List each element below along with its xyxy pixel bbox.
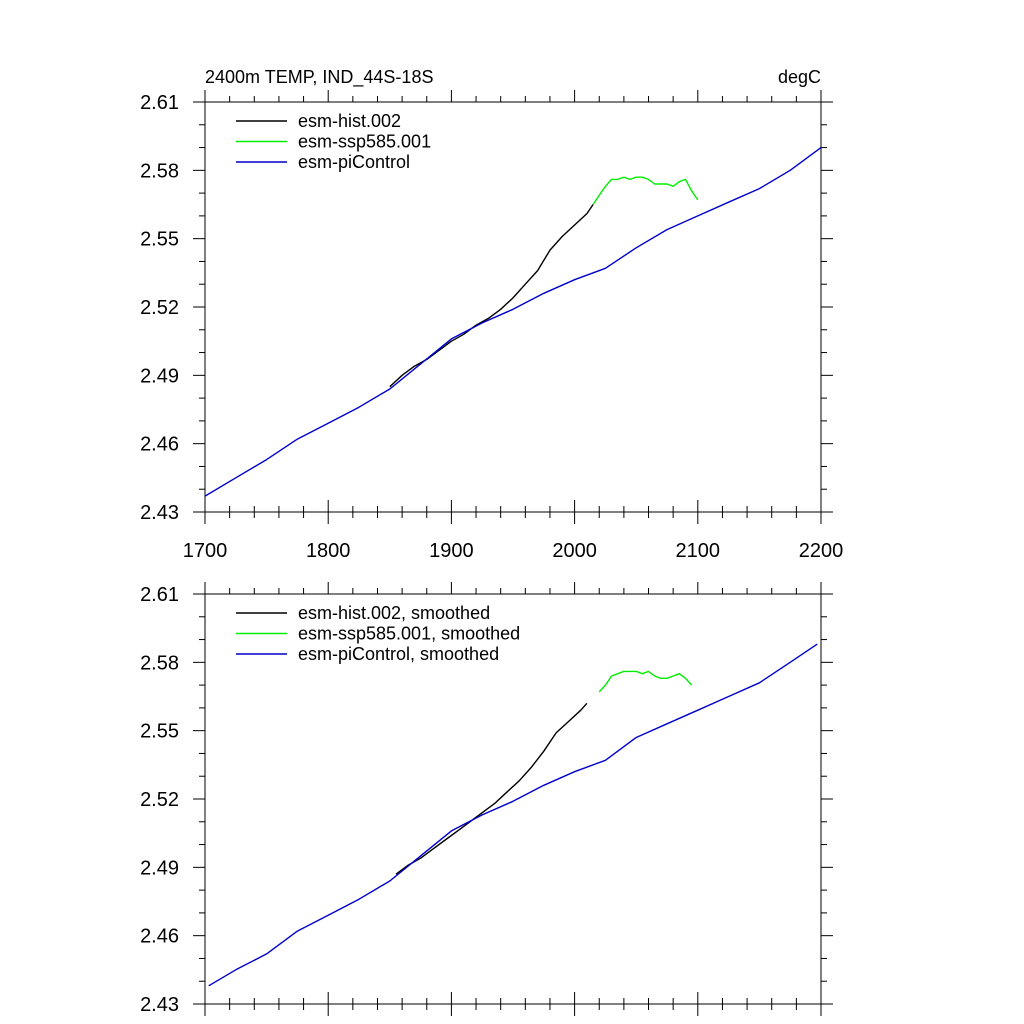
top-title-left: 2400m TEMP, IND_44S-18S [205,67,433,88]
top-series-line-0 [389,204,594,388]
bottom-ytick-label: 2.61 [140,584,179,606]
top-xtick-label: 1700 [183,540,228,562]
top-ytick-label: 2.55 [140,229,179,251]
top-panel: 2400m TEMP, IND_44S-18S degC 2.432.462.4… [140,67,843,562]
top-ytick-label: 2.52 [140,297,179,319]
top-ticks [193,90,833,524]
top-legend-label-0: esm-hist.002 [298,111,401,131]
bottom-ytick-label: 2.52 [140,789,179,811]
bottom-panel: 2.43 2.46 2.49 2.52 2.55 2.58 2.61 esm-hist.00… [140,582,833,1016]
top-xtick-label: 2200 [799,540,844,562]
top-legend-label-1: esm-ssp585.001 [298,132,431,152]
top-xtick-label: 2100 [676,540,721,562]
top-ytick-label: 2.43 [140,502,179,524]
bottom-ytick-label: 2.43 [140,994,179,1016]
top-xtick-label: 1800 [306,540,351,562]
bottom-ytick-label: 2.55 [140,721,179,743]
bottom-ytick-label: 2.58 [140,652,179,674]
bottom-ticks [193,582,833,1016]
top-tick-labels: 2.43 2.46 2.49 2.52 2.55 2.58 2.61 1700 1800 1900… [140,92,843,562]
top-ytick-label: 2.58 [140,160,179,182]
bottom-legend-label-2: esm-piControl, smoothed [298,644,499,664]
top-title-right: degC [778,67,821,87]
bottom-legend-label-0: esm-hist.002, smoothed [298,603,490,623]
bottom-legend-label-1: esm-ssp585.001, smoothed [298,624,520,644]
bottom-series [208,643,818,987]
top-series-line-2 [204,147,822,497]
bottom-series-line-0 [395,702,588,875]
top-series-line-1 [592,176,699,205]
top-series [204,147,822,497]
bottom-series-line-1 [598,670,693,693]
top-xtick-label: 1900 [429,540,474,562]
top-xtick-label: 2000 [552,540,597,562]
top-ytick-label: 2.61 [140,92,179,114]
bottom-tick-labels: 2.43 2.46 2.49 2.52 2.55 2.58 2.61 [140,584,179,1016]
top-ytick-label: 2.49 [140,365,179,387]
bottom-series-line-2 [208,643,818,987]
top-legend-label-2: esm-piControl [298,152,410,172]
top-ytick-label: 2.46 [140,434,179,456]
bottom-ytick-label: 2.46 [140,926,179,948]
bottom-ytick-label: 2.49 [140,857,179,879]
